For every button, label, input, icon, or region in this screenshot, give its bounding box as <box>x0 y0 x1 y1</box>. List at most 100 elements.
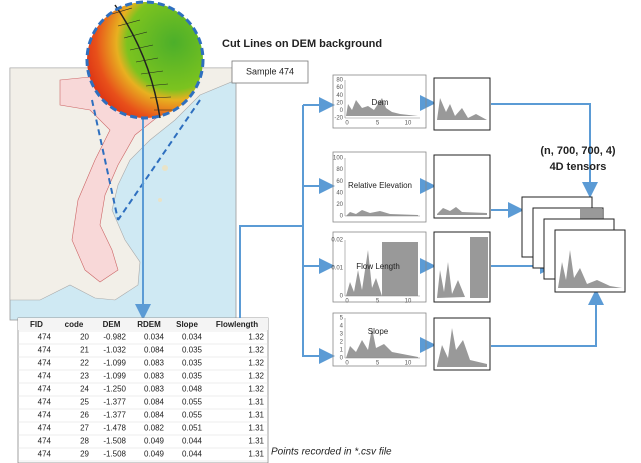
table-cell: 0.044 <box>182 437 203 446</box>
table-cell: 1.31 <box>248 450 264 459</box>
y-tick-label: 60 <box>336 179 343 185</box>
tensor-shape: (n, 700, 700, 4) <box>540 145 616 157</box>
y-tick-label: 20 <box>336 202 343 208</box>
table-cell: 474 <box>38 333 52 342</box>
y-tick-label: 20 <box>336 100 343 106</box>
table-cell: 0.082 <box>144 424 165 433</box>
y-tick-label: 0 <box>340 356 344 362</box>
table-cell: 1.32 <box>248 333 264 342</box>
table: FID code DEM RDEM Slope Flowlength 474 20 -0.982… <box>18 318 268 463</box>
y-tick-label: 100 <box>333 156 344 162</box>
y-tick-label: 60 <box>336 85 343 91</box>
column-header: RDEM <box>137 320 161 329</box>
table-cell: 0.035 <box>182 372 203 381</box>
table-cell: 0.035 <box>182 359 203 368</box>
x-tick-label: 10 <box>405 299 412 305</box>
output-images <box>434 78 490 370</box>
table-cell: -1.508 <box>103 450 126 459</box>
table-cell: 0.044 <box>182 450 203 459</box>
table-cell: 474 <box>38 398 52 407</box>
table-cell: 26 <box>80 411 89 420</box>
table-cell: 29 <box>80 450 89 459</box>
plot-shapes <box>346 98 418 358</box>
table-cell: 474 <box>38 437 52 446</box>
sample-label: Sample 474 <box>246 66 294 76</box>
table-cell: 0.084 <box>144 411 165 420</box>
y-tick-label: 2 <box>340 340 344 346</box>
table-cell: 474 <box>38 359 52 368</box>
table-cell: -0.982 <box>103 333 126 342</box>
table-cell: 474 <box>38 372 52 381</box>
table-cell: 474 <box>38 346 52 355</box>
x-tick-label: 10 <box>405 361 412 367</box>
x-tick-label: 0 <box>345 299 349 305</box>
table-cell: 1.31 <box>248 411 264 420</box>
y-tick-label: 4 <box>340 324 344 330</box>
plots: 806040200-200510Dem100806040200Relative … <box>331 75 426 367</box>
x-tick-label: 5 <box>376 121 380 127</box>
table-cell: 0.051 <box>182 424 203 433</box>
table-cell: 23 <box>80 372 89 381</box>
y-tick-label: 0 <box>340 214 344 220</box>
column-header: Flowlength <box>216 320 258 329</box>
plot-label: Relative Elevation <box>348 181 412 190</box>
table-cell: 25 <box>80 398 89 407</box>
tensor-stack <box>522 197 625 292</box>
plot-label: Dem <box>372 98 389 107</box>
table-cell: 1.32 <box>248 346 264 355</box>
table-cell: 0.055 <box>182 398 203 407</box>
column-header: FID <box>30 320 43 329</box>
table-cell: 0.049 <box>144 450 165 459</box>
y-tick-label: 0.01 <box>331 266 343 272</box>
y-tick-label: 5 <box>340 316 344 322</box>
dem-circle <box>87 2 203 118</box>
y-tick-label: 1 <box>340 348 344 354</box>
table-cell: -1.478 <box>103 424 126 433</box>
table-cell: -1.250 <box>103 385 126 394</box>
x-tick-label: 0 <box>345 121 349 127</box>
x-tick-label: 5 <box>376 299 380 305</box>
table-cell: 20 <box>80 333 89 342</box>
table-cell: 0.084 <box>144 398 165 407</box>
map-title: Cut Lines on DEM background <box>222 38 382 50</box>
table-cell: -1.508 <box>103 437 126 446</box>
table-cell: 24 <box>80 385 89 394</box>
table-cell: 0.048 <box>182 385 203 394</box>
y-tick-label: 0 <box>340 108 344 114</box>
table-cell: 0.034 <box>182 333 203 342</box>
table-cell: 0.083 <box>144 359 165 368</box>
table-cell: 28 <box>80 437 89 446</box>
tensor-label: 4D tensors <box>550 161 607 173</box>
table-cell: -1.032 <box>103 346 126 355</box>
caption: Points recorded in *.csv file <box>271 447 392 458</box>
table-cell: 1.31 <box>248 424 264 433</box>
table-cell: 21 <box>80 346 89 355</box>
column-header: DEM <box>103 320 121 329</box>
y-tick-label: 0 <box>340 294 344 300</box>
table-cell: 1.32 <box>248 372 264 381</box>
y-tick-label: -20 <box>334 116 343 122</box>
y-tick-label: 3 <box>340 332 344 338</box>
x-tick-label: 10 <box>405 121 412 127</box>
plot-label: Slope <box>368 327 389 336</box>
column-header: Slope <box>176 320 198 329</box>
table-cell: 1.32 <box>248 359 264 368</box>
y-tick-label: 40 <box>336 190 343 196</box>
table-cell: 27 <box>80 424 89 433</box>
table-cell: 0.084 <box>144 346 165 355</box>
y-tick-label: 80 <box>336 78 343 84</box>
table-cell: 0.035 <box>182 346 203 355</box>
table-cell: 474 <box>38 450 52 459</box>
table-cell: -1.099 <box>103 359 126 368</box>
table-cell: 474 <box>38 424 52 433</box>
y-tick-label: 0.02 <box>331 238 343 244</box>
table-cell: 0.034 <box>144 333 165 342</box>
table-cell: -1.099 <box>103 372 126 381</box>
table-cell: 0.083 <box>144 385 165 394</box>
table-cell: 22 <box>80 359 89 368</box>
table-cell: 474 <box>38 411 52 420</box>
table-cell: 0.049 <box>144 437 165 446</box>
table-cell: -1.377 <box>103 411 126 420</box>
table-cell: 0.055 <box>182 411 203 420</box>
column-header: code <box>65 320 84 329</box>
